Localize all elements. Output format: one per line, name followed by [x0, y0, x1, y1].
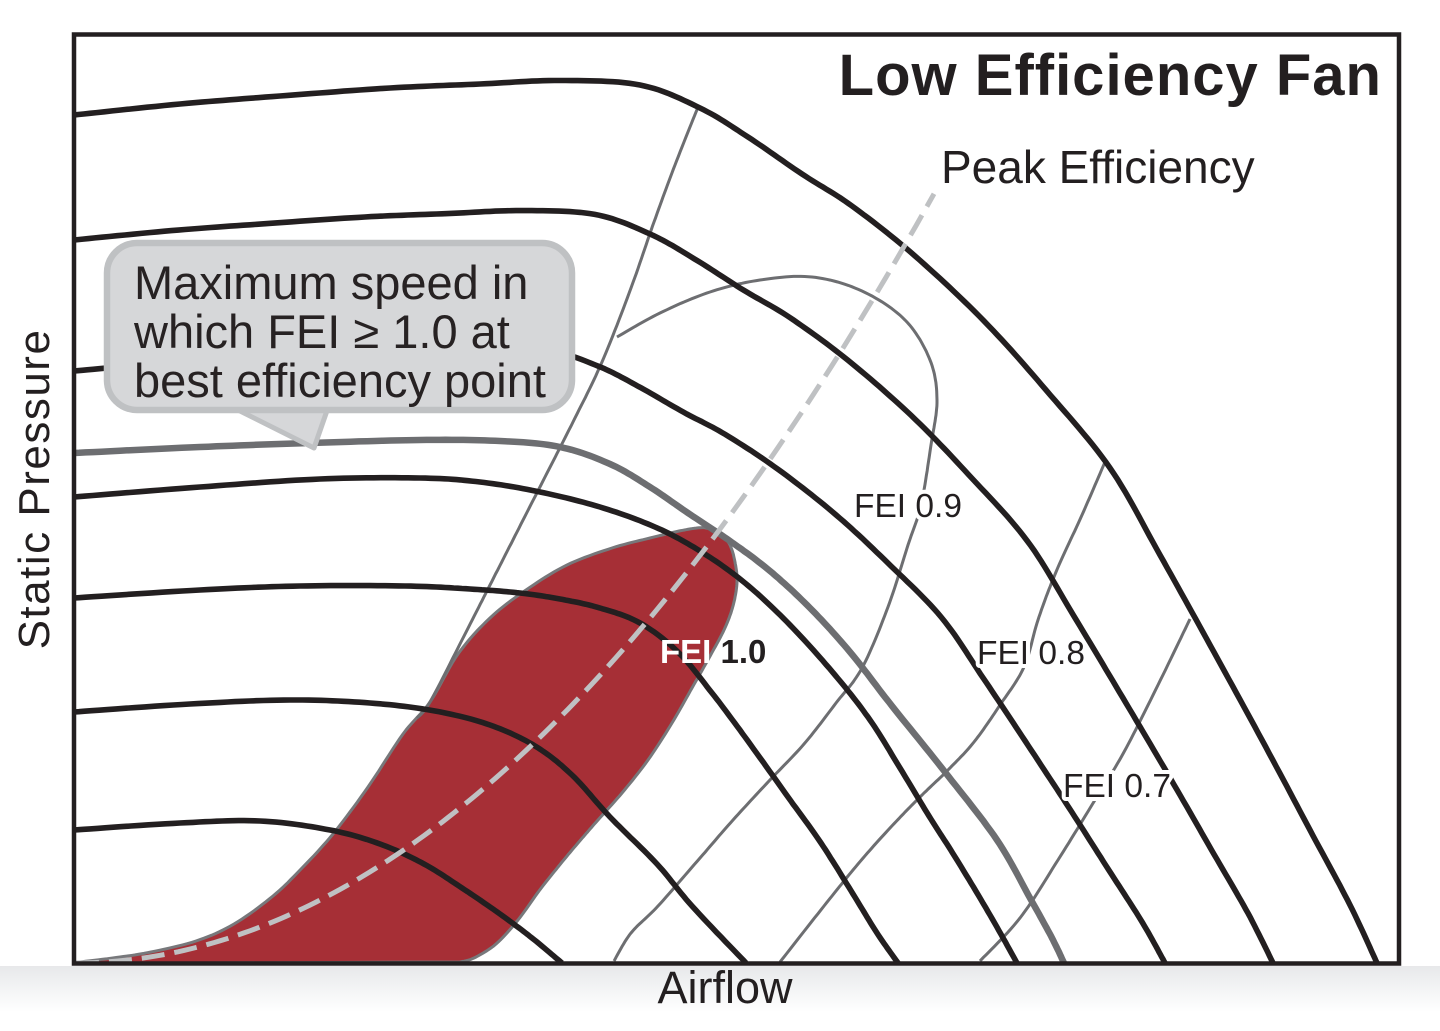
- svg-text:FEI 0.7: FEI 0.7: [1063, 768, 1171, 805]
- svg-text:which FEI ≥ 1.0 at: which FEI ≥ 1.0 at: [133, 305, 510, 358]
- svg-text:Static Pressure: Static Pressure: [10, 329, 59, 650]
- svg-text:Airflow: Airflow: [657, 962, 793, 1013]
- svg-text:Low Efficiency Fan: Low Efficiency Fan: [839, 43, 1382, 108]
- svg-text:FEI 0.8: FEI 0.8: [977, 635, 1085, 672]
- svg-text:Peak Efficiency: Peak Efficiency: [941, 141, 1255, 193]
- svg-text:FEI 0.9: FEI 0.9: [854, 488, 962, 525]
- svg-text:FEI 1.0: FEI 1.0: [660, 633, 766, 670]
- svg-text:Maximum speed in: Maximum speed in: [134, 256, 528, 309]
- svg-text:best efficiency point: best efficiency point: [134, 354, 546, 407]
